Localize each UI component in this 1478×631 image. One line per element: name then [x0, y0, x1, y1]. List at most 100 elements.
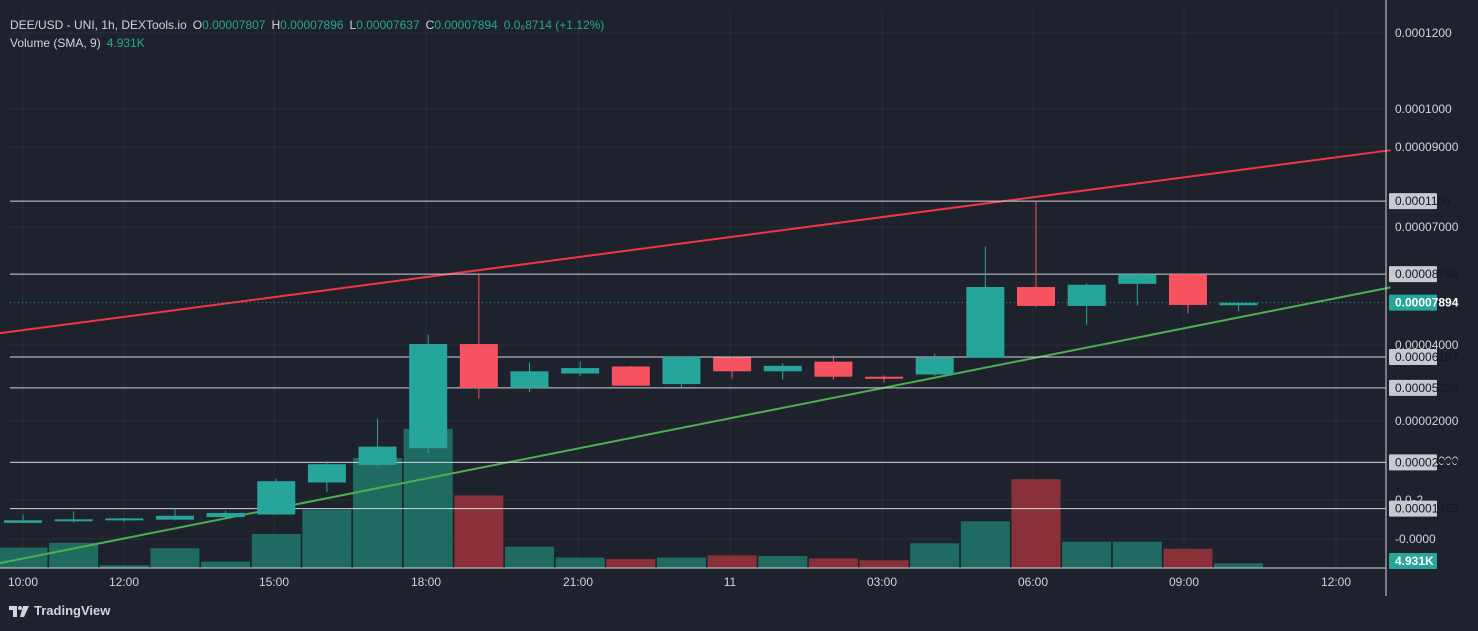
time-axis-tick-label: 15:00 — [259, 575, 289, 589]
level-price-tag-label: 0.00006197 — [1395, 350, 1459, 364]
high-value: 0.00007896 — [280, 18, 344, 32]
volume-bar — [1214, 563, 1264, 568]
volume-bar — [859, 560, 909, 568]
level-price-tag — [1389, 193, 1437, 210]
candle-body — [155, 515, 194, 520]
price-axis-tick-label: 0.0001200 — [1395, 26, 1452, 40]
candle-body — [1067, 284, 1106, 306]
volume-bar — [353, 457, 403, 568]
tradingview-label: TradingView — [34, 603, 111, 618]
last-volume-tag — [1389, 553, 1437, 569]
volume-bar — [302, 509, 352, 568]
time-axis-tick-label: 11 — [724, 575, 737, 589]
level-price-tag-label: 0.00001463 — [1395, 502, 1459, 516]
candle-body — [1219, 302, 1258, 306]
time-axis-tick-label: 12:00 — [1321, 575, 1351, 589]
volume-bar — [1011, 479, 1061, 568]
time-axis-tick-label: 12:00 — [109, 575, 139, 589]
candle-body — [105, 518, 144, 521]
level-price-tag-label: 0.00008784 — [1395, 267, 1459, 281]
tradingview-logo[interactable]: TradingView — [9, 603, 110, 618]
volume-bar — [656, 557, 706, 568]
candle-body — [713, 357, 752, 372]
resistance-trendline — [0, 149, 1391, 335]
candle-body — [915, 357, 954, 375]
volume-bar — [1112, 541, 1162, 568]
candle-body — [1118, 274, 1157, 284]
volume-bar — [960, 521, 1010, 568]
price-axis-tick-label: 0.00002000 — [1395, 414, 1459, 428]
time-axis-tick-label: 10:00 — [8, 575, 38, 589]
open-key: O — [192, 18, 203, 32]
volume-bar — [99, 565, 149, 568]
level-price-tag-label: 0.00005233 — [1395, 381, 1459, 395]
candle-body — [307, 464, 346, 483]
volume-bar — [910, 543, 960, 568]
candle-body — [966, 287, 1005, 358]
time-axis-tick-label: 06:00 — [1018, 575, 1048, 589]
candle-body — [1017, 287, 1055, 306]
last-price-tag-label: 0.00007894 — [1395, 296, 1459, 310]
volume-indicator-label: Volume (SMA, 9) — [10, 36, 101, 50]
candle-body — [4, 520, 42, 523]
volume-bar — [49, 542, 99, 568]
volume-bar — [808, 558, 858, 568]
candle-body — [611, 366, 650, 386]
low-key: L — [349, 18, 357, 32]
volume-indicator-value: 4.931K — [106, 36, 145, 50]
price-axis-tick-label: 0.00007000 — [1395, 220, 1459, 234]
candle-body — [257, 481, 296, 515]
candle-body — [358, 446, 397, 465]
level-price-tag-label: 0.00002909 — [1395, 455, 1459, 469]
time-axis-tick-label: 09:00 — [1169, 575, 1199, 589]
candle-body — [662, 356, 701, 385]
candle-body — [206, 512, 245, 518]
candle-body — [763, 365, 802, 372]
change-value: 0.0₆8714 (+1.12%) — [503, 18, 605, 32]
chart-legend: DEE/USD - UNI, 1h, DEXTools.io O0.000078… — [10, 16, 604, 52]
volume-bar — [1163, 548, 1213, 568]
level-price-tag-label: 0.0001106 — [1395, 194, 1451, 208]
low-value: 0.00007637 — [356, 18, 420, 32]
candle-body — [865, 376, 904, 379]
price-axis-tick-label: -0.0000 — [1395, 532, 1436, 546]
price-axis-tick-label: 0.00004000 — [1395, 338, 1459, 352]
level-price-tag — [1389, 379, 1437, 396]
symbol-label: DEE/USD - UNI, 1h, DEXTools.io — [10, 18, 187, 32]
volume-bar — [150, 548, 200, 568]
level-price-tag — [1389, 266, 1437, 283]
candle-body — [561, 368, 600, 374]
price-axis-tick-label: 0.00009000 — [1395, 140, 1459, 154]
candle-body — [510, 371, 549, 388]
candle-body — [409, 344, 448, 449]
volume-bar — [1062, 541, 1112, 568]
volume-bar — [201, 561, 251, 568]
level-price-tag — [1389, 500, 1437, 517]
tradingview-icon — [9, 605, 29, 617]
last-price-tag — [1389, 294, 1437, 311]
level-price-tag — [1389, 454, 1437, 471]
time-axis-tick-label: 21:00 — [563, 575, 593, 589]
close-value: 0.00007894 — [434, 18, 498, 32]
level-price-tag — [1389, 348, 1437, 365]
time-axis-tick-label: 03:00 — [867, 575, 897, 589]
last-volume-tag-label: 4.931K — [1395, 554, 1434, 568]
volume-bar — [758, 555, 808, 568]
high-key: H — [271, 18, 281, 32]
volume-bar — [251, 534, 301, 568]
candle-body — [814, 361, 853, 377]
support-trendline — [0, 286, 1391, 565]
open-value: 0.00007807 — [202, 18, 266, 32]
time-axis-tick-label: 18:00 — [411, 575, 441, 589]
volume-bar — [555, 557, 605, 568]
volume-bar — [505, 546, 554, 568]
volume-bar — [454, 495, 504, 568]
price-axis-tick-label: 0.0001000 — [1395, 102, 1452, 116]
candle-body — [1168, 274, 1207, 305]
volume-bar — [606, 559, 656, 568]
candle-body — [459, 344, 498, 388]
close-key: C — [425, 18, 435, 32]
volume-bar — [707, 555, 757, 568]
